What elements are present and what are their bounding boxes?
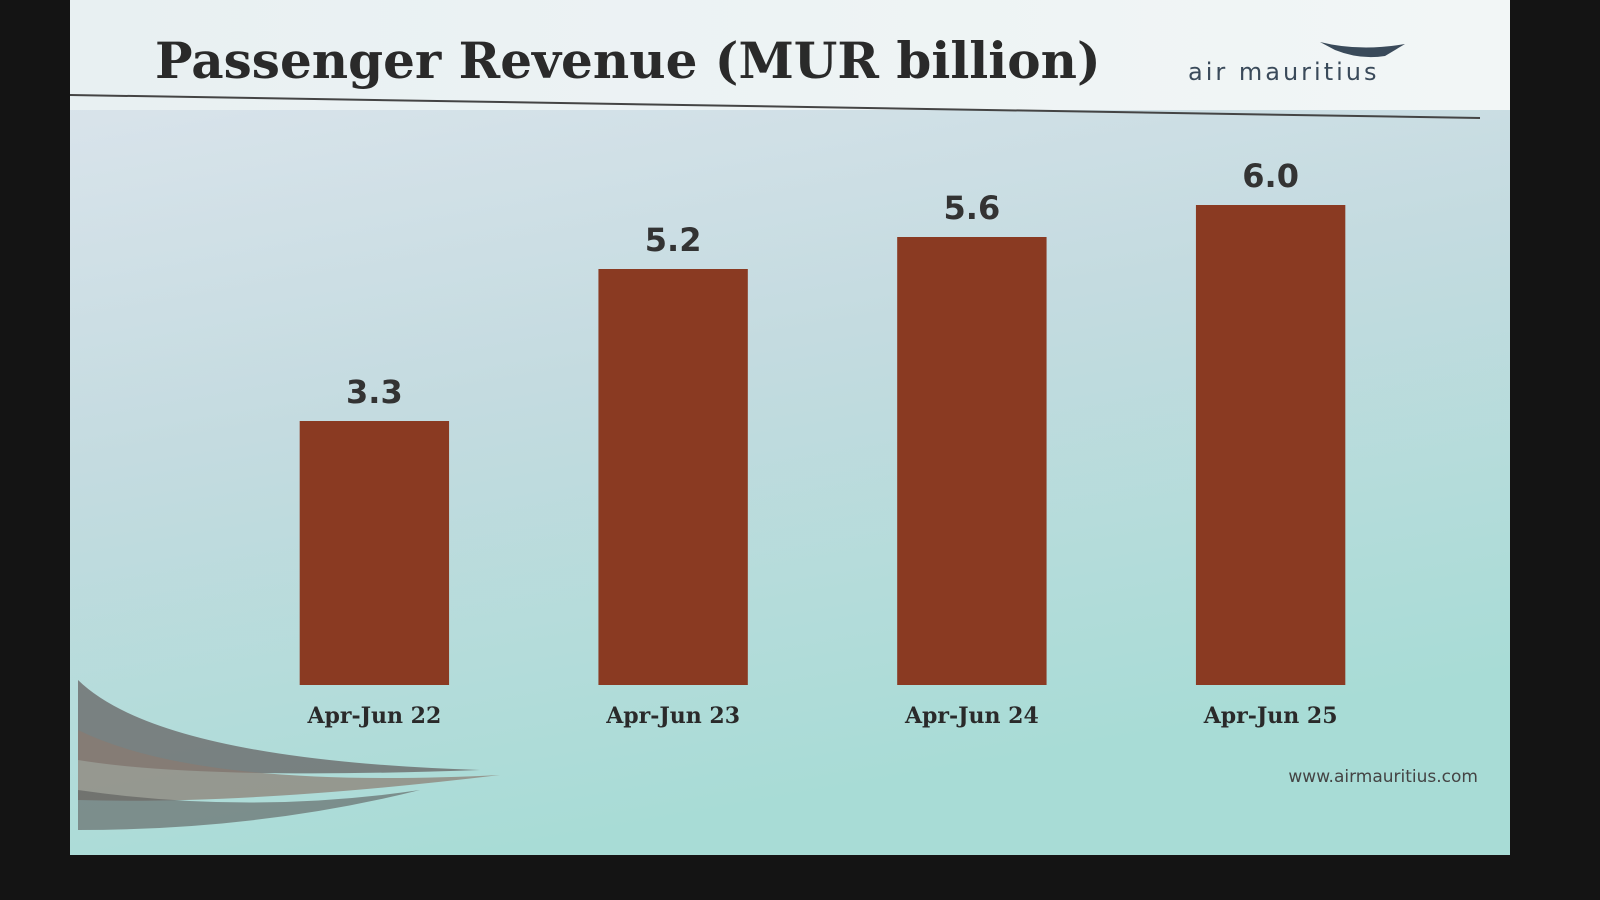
chart-title: Passenger Revenue (MUR billion) [155, 31, 1101, 90]
value-label: 5.2 [645, 221, 702, 259]
logo-bird [1320, 42, 1405, 58]
swoosh [78, 680, 480, 774]
logo: air mauritius [1188, 58, 1380, 86]
x-tick-label: Apr-Jun 22 [306, 703, 441, 729]
footer-url: www.airmauritius.com [1288, 767, 1478, 787]
bar [299, 421, 450, 685]
bar [897, 237, 1047, 685]
swoosh [78, 730, 500, 801]
x-tick-label: Apr-Jun 24 [904, 703, 1039, 729]
slide-header [70, 0, 1510, 110]
x-tick-label: Apr-Jun 23 [605, 703, 740, 729]
bar [598, 269, 748, 685]
value-label: 3.3 [346, 373, 403, 411]
bar [1195, 205, 1346, 685]
x-tick-label: Apr-Jun 25 [1203, 703, 1338, 729]
header-rule [69, 94, 1481, 119]
swoosh [78, 790, 420, 830]
value-label: 5.6 [944, 189, 1001, 227]
value-label: 6.0 [1242, 157, 1299, 195]
